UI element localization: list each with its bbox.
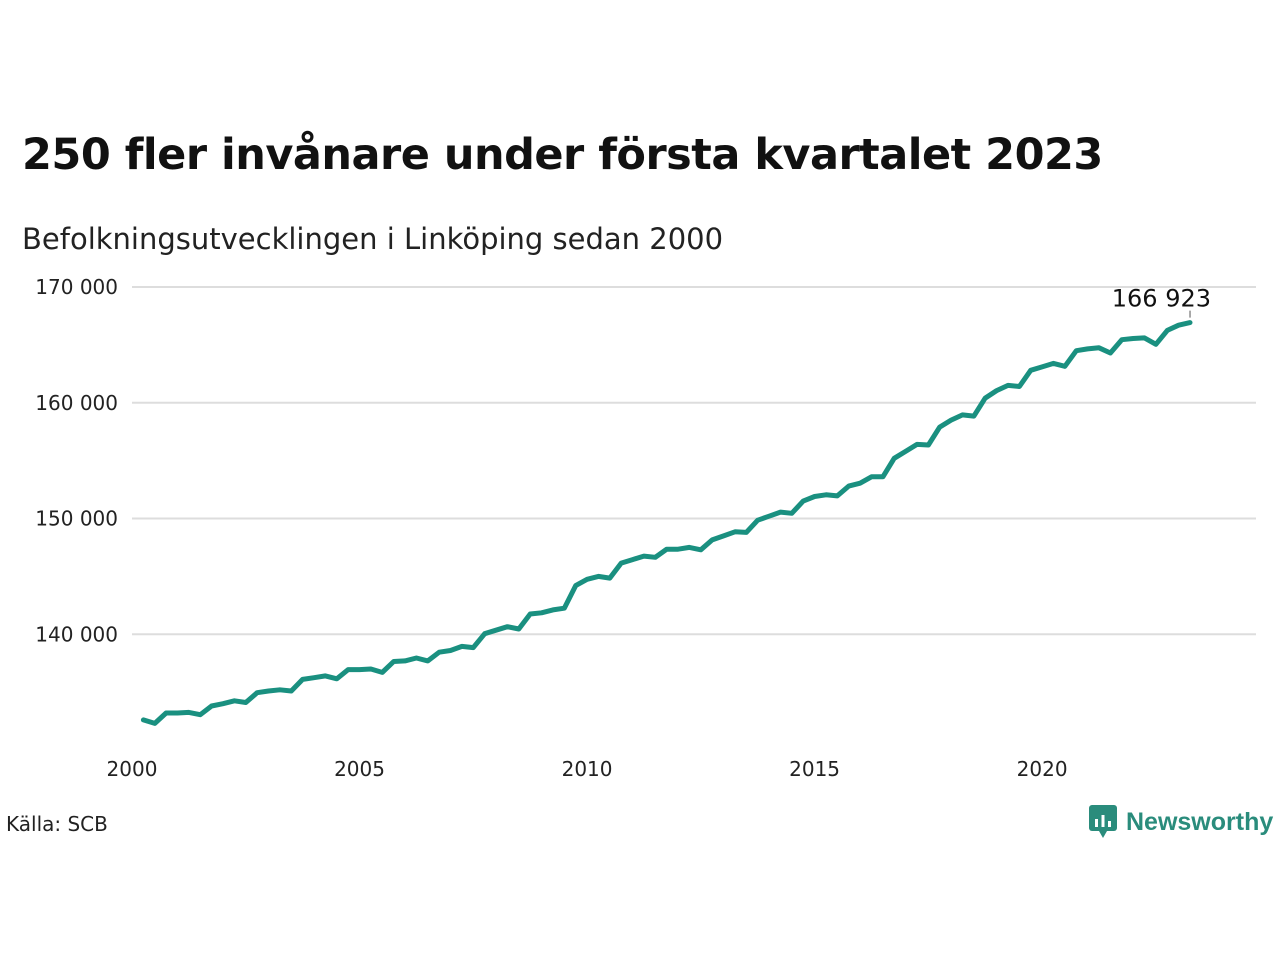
x-tick-label: 2015 — [789, 757, 840, 781]
x-axis-ticks: 2000 2005 2010 2015 2020 — [107, 757, 1068, 781]
newsworthy-logo-icon — [1089, 805, 1117, 838]
x-tick-label: 2010 — [562, 757, 613, 781]
chart-title: 250 fler invånare under första kvartalet… — [22, 130, 1103, 180]
x-tick-label: 2000 — [107, 757, 158, 781]
x-tick-label: 2005 — [334, 757, 385, 781]
x-tick-label: 2020 — [1017, 757, 1068, 781]
y-axis-ticks: 140 000 160 000 150 000 170 000 — [35, 275, 118, 646]
y-tick-label: 140 000 — [35, 622, 118, 646]
series — [140, 320, 1193, 726]
source-note: Källa: SCB — [6, 812, 108, 836]
chart-subtitle: Befolkningsutvecklingen i Linköping seda… — [22, 222, 724, 256]
newsworthy-logo: Newsworthy — [1088, 804, 1273, 840]
newsworthy-logo-text: Newsworthy — [1126, 807, 1274, 836]
y-tick-label: 170 000 — [35, 275, 118, 299]
y-tick-label: 150 000 — [35, 507, 118, 531]
y-tick-label: 160 000 — [35, 391, 118, 415]
population-line — [140, 320, 1193, 726]
annotations: 166 923 — [1112, 285, 1211, 318]
end-value-label: 166 923 — [1112, 285, 1211, 313]
gridlines — [132, 286, 1256, 636]
